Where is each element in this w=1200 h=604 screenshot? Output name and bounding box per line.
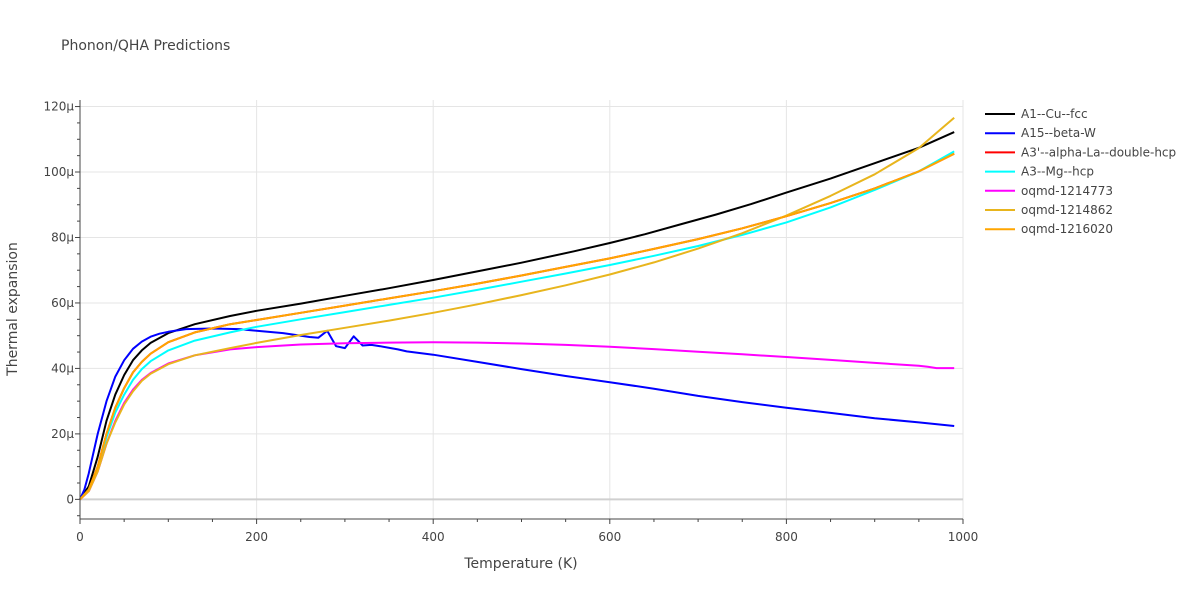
x-tick-label: 400 <box>422 530 445 544</box>
legend-item[interactable]: A15--beta-W <box>985 126 1096 140</box>
y-tick-label: 20μ <box>51 427 74 441</box>
legend-label: oqmd-1214862 <box>1021 203 1113 217</box>
series-line-oqmd-1216020 <box>79 152 955 501</box>
y-tick-label: 120μ <box>43 100 74 114</box>
legend-item[interactable]: oqmd-1216020 <box>985 222 1113 236</box>
legend-label: oqmd-1214773 <box>1021 184 1113 198</box>
legend-item[interactable]: A3--Mg--hcp <box>985 165 1094 179</box>
y-tick-label: 100μ <box>43 165 74 179</box>
x-tick-label: 600 <box>598 530 621 544</box>
legend-item[interactable]: A1--Cu--fcc <box>985 107 1088 121</box>
y-tick-label: 80μ <box>51 230 74 244</box>
series-layer <box>79 116 955 501</box>
x-tick-label: 1000 <box>948 530 979 544</box>
legend-label: A15--beta-W <box>1021 126 1096 140</box>
series-line-oqmd-1214773 <box>79 341 955 501</box>
axes-layer: 0 200 400 600 800 1000 0 20μ 40μ 60μ 80μ 100μ 120μ <box>43 100 978 544</box>
y-axis-title: Thermal expansion <box>5 242 21 377</box>
legend: A1--Cu--fcc A15--beta-W A3'--alpha-La--dou… <box>985 107 1176 236</box>
x-tick-label: 800 <box>775 530 798 544</box>
legend-label: oqmd-1216020 <box>1021 222 1113 236</box>
grid-layer <box>80 100 964 519</box>
y-tick-label: 0 <box>66 492 74 506</box>
legend-item[interactable]: oqmd-1214773 <box>985 184 1113 198</box>
y-tick-label: 40μ <box>51 361 74 375</box>
legend-label: A3'--alpha-La--double-hcp <box>1021 145 1176 159</box>
x-axis-title: Temperature (K) <box>463 556 577 572</box>
series-line-oqmd-1214862 <box>79 116 955 501</box>
y-tick-label: 60μ <box>51 296 74 310</box>
x-tick-label: 200 <box>245 530 268 544</box>
legend-item[interactable]: A3'--alpha-La--double-hcp <box>985 145 1176 159</box>
legend-label: A1--Cu--fcc <box>1021 107 1088 121</box>
legend-label: A3--Mg--hcp <box>1021 165 1094 179</box>
x-tick-label: 0 <box>76 530 84 544</box>
series-line-A3--Mg--hcp <box>79 150 955 501</box>
legend-item[interactable]: oqmd-1214862 <box>985 203 1113 217</box>
chart-title: Phonon/QHA Predictions <box>61 38 230 54</box>
series-line-A15--beta-W <box>79 327 955 500</box>
series-line-A1--Cu--fcc <box>79 131 955 500</box>
